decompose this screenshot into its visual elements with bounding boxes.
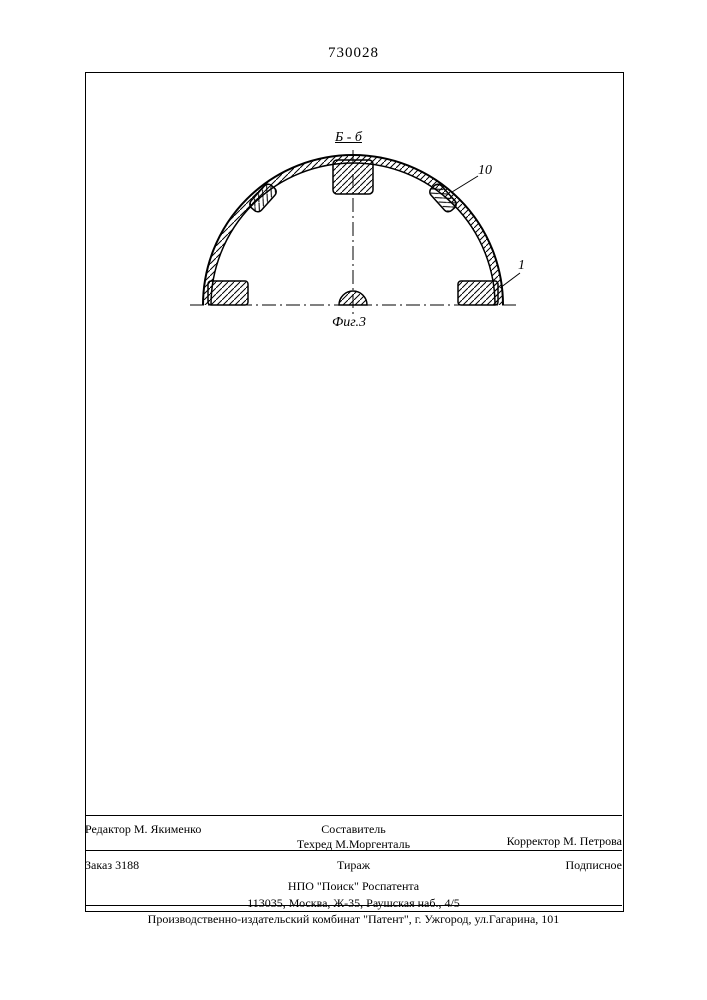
footer-row-credits: Редактор М. Якименко Составитель Техред … (85, 818, 622, 856)
publisher-line-2: 113035, Москва, Ж-35, Раушская наб., 4/5 (85, 894, 622, 911)
footer-row-order: Заказ 3188 Тираж Подписное (85, 854, 622, 877)
print-run-label: Тираж (337, 858, 370, 872)
callout-10: 10 (478, 163, 492, 179)
compiler-label: Составитель (264, 822, 443, 837)
subscription-label: Подписное (566, 858, 623, 872)
figure-caption: Фиг.3 (332, 315, 366, 331)
subscription-cell: Подписное (443, 858, 622, 873)
footer-rule-1 (85, 815, 622, 816)
imprint-line: Производственно-издательский комбинат "П… (85, 912, 622, 927)
callout-1: 1 (518, 258, 525, 274)
order-number: 3188 (115, 858, 139, 872)
corrector-cell: Корректор М. Петрова (443, 822, 622, 852)
corrector-name: М. Петрова (563, 834, 622, 848)
publisher-line-1: НПО "Поиск" Роспатента (85, 877, 622, 894)
tirazh-cell: Тираж (264, 858, 443, 873)
order-cell: Заказ 3188 (85, 858, 264, 873)
corrector-label: Корректор (507, 834, 561, 848)
figure-3 (0, 0, 707, 400)
compiler-cell: Составитель Техред М.Моргенталь (264, 822, 443, 852)
editor-label: Редактор (85, 822, 131, 836)
editor-name: М. Якименко (134, 822, 202, 836)
techred-label: Техред (297, 837, 332, 851)
order-label: Заказ (85, 858, 112, 872)
editor-cell: Редактор М. Якименко (85, 822, 264, 852)
techred-name: М.Моргенталь (335, 837, 410, 851)
